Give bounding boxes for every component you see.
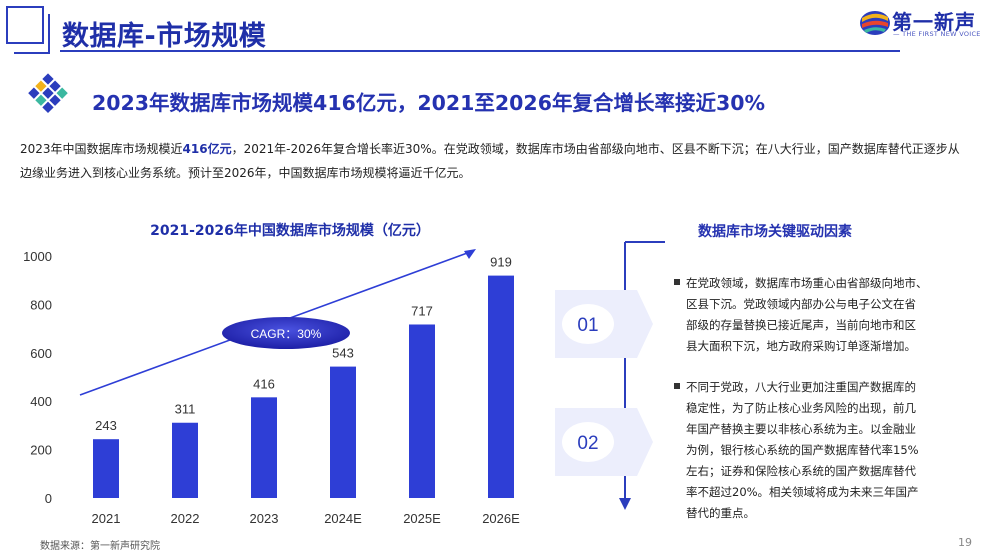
diamond-grid-icon (28, 73, 68, 113)
driver-1-number: 01 (577, 315, 598, 336)
driver-1-line: 区县下沉。党政领域内部办公与电子公文在省 (686, 297, 916, 311)
driver-1-line: 在党政领域，数据库市场重心由省部级向地市、 (686, 276, 928, 290)
x-tick-label: 2021 (92, 511, 121, 526)
driver-2-line: 替代的重点。 (686, 506, 755, 520)
x-tick-label: 2024E (324, 511, 362, 526)
y-tick-label: 800 (30, 297, 52, 312)
corner-decoration (6, 6, 44, 44)
bar-chart: 0 200 400 600 800 1000 243 2021 311 2022 416 2023 54… (23, 249, 520, 526)
y-tick-label: 600 (30, 346, 52, 361)
driver-1-badge (562, 304, 614, 344)
driver-2-line: 左右；证券和保险核心系统的国产数据库替代 (686, 464, 916, 478)
x-tick-label: 2023 (250, 511, 279, 526)
summary-text-1: 2023年中国数据库市场规模近 (20, 142, 183, 156)
y-tick-label: 400 (30, 394, 52, 409)
brand-logo-name: 第一新声 (892, 10, 976, 34)
driver-2-line: 不同于党政，八大行业更加注重国产数据库的 (686, 380, 916, 394)
driver-2-text: 不同于党政，八大行业更加注重国产数据库的 稳定性，为了防止核心业务风险的出现，前… (674, 377, 964, 524)
bar (251, 397, 277, 498)
x-tick-label: 2022 (171, 511, 200, 526)
y-tick-label: 0 (45, 491, 52, 506)
brand-logo-icon (860, 11, 890, 35)
bar-value-label: 311 (175, 402, 196, 417)
x-tick-label: 2025E (403, 511, 441, 526)
bar-value-label: 543 (332, 346, 354, 361)
page-number: 19 (958, 536, 972, 549)
summary-paragraph: 2023年中国数据库市场规模近416亿元，2021年-2026年复合增长率近30… (20, 137, 965, 185)
bar-value-label: 416 (253, 376, 275, 391)
driver-2-line: 率不超过20%。相关领域将成为未来三年国产 (686, 485, 919, 499)
drivers-title: 数据库市场关键驱动因素 (698, 224, 852, 240)
data-source: 数据来源：第一新声研究院 (40, 541, 160, 552)
bar-value-label: 243 (95, 418, 117, 433)
bar (330, 366, 356, 498)
bar (172, 422, 198, 498)
driver-1-line: 部级的存量替换已接近尾声，当前向地市和区 (686, 318, 916, 332)
bullet-square-icon (674, 383, 680, 389)
bullet-square-icon (674, 279, 680, 285)
bar (488, 275, 514, 498)
headline: 2023年数据库市场规模416亿元，2021至2026年复合增长率接近30% (92, 91, 766, 115)
y-tick-label: 200 (30, 443, 52, 458)
driver-2-badge (562, 422, 614, 462)
summary-text-2: ，2021年-2026年复合增长率近30%。在党政领域，数据库市场由省部级向地市… (20, 142, 960, 180)
driver-2-line: 为例，银行核心系统的国产数据库替代率15% (686, 443, 919, 457)
cagr-arrowhead-icon (464, 249, 476, 259)
page-title: 数据库-市场规模 (62, 21, 267, 52)
driver-2-line: 稳定性，为了防止核心业务风险的出现，前几 (686, 401, 916, 415)
title-divider (60, 50, 900, 52)
bar (409, 324, 435, 498)
drivers-timeline: 01 02 (555, 241, 665, 510)
brand-logo-tagline: — THE FIRST NEW VOICE — (893, 30, 982, 38)
summary-highlight: 416亿元 (182, 142, 232, 156)
driver-1-text: 在党政领域，数据库市场重心由省部级向地市、 区县下沉。党政领域内部办公与电子公文… (674, 273, 964, 357)
driver-2-line: 年国产替换主要以非核心系统为主。以金融业 (686, 422, 916, 436)
bar-value-label: 717 (411, 303, 433, 318)
bar (93, 439, 119, 498)
timeline-arrow-icon (619, 498, 631, 510)
corner-decoration-2 (14, 14, 50, 54)
y-tick-label: 1000 (23, 249, 52, 264)
driver-2-number: 02 (577, 433, 598, 454)
driver-1-line: 县大面积下沉，地方政府采购订单逐渐增加。 (686, 339, 916, 353)
x-tick-label: 2026E (482, 511, 520, 526)
bar-value-label: 919 (490, 255, 512, 270)
chart-title: 2021-2026年中国数据库市场规模（亿元） (150, 223, 430, 239)
cagr-label: CAGR：30% (251, 327, 322, 341)
cagr-badge (222, 317, 350, 349)
